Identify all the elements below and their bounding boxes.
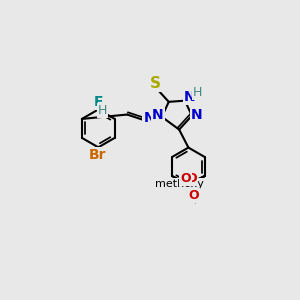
Text: N: N <box>152 107 164 122</box>
Text: N: N <box>143 111 155 125</box>
Text: O: O <box>188 189 199 202</box>
Text: H: H <box>98 104 107 117</box>
Text: O: O <box>180 172 191 185</box>
Text: methoxy: methoxy <box>155 179 204 189</box>
Text: N: N <box>191 107 202 122</box>
Text: Br: Br <box>88 148 106 162</box>
Text: O: O <box>186 175 196 188</box>
Text: S: S <box>149 76 161 91</box>
Text: O: O <box>186 172 197 185</box>
Text: F: F <box>94 95 103 109</box>
Text: H: H <box>193 86 202 99</box>
Text: N: N <box>184 89 196 103</box>
